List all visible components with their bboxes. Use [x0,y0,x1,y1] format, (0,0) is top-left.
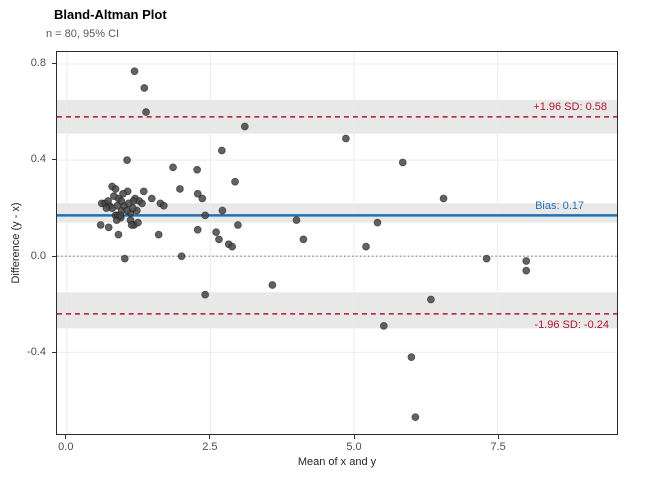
data-point [231,177,239,186]
x-tick-label: 0.0 [58,441,74,453]
data-point [407,353,416,361]
bias-ci-band [57,203,617,223]
x-tick-label: 5.0 [346,441,362,453]
data-point [113,201,122,210]
data-point [169,163,177,172]
data-point [123,156,131,164]
data-point [111,185,120,193]
data-point [268,281,277,289]
data-point [218,206,227,215]
y-tick-mark [52,159,56,161]
data-point [119,189,127,198]
data-point [228,242,237,251]
data-point [140,84,149,92]
bias-label: Bias: 0.17 [535,200,584,213]
data-point [154,230,163,239]
data-point [116,211,125,220]
y-tick-label: 0.4 [30,153,46,166]
y-tick-mark [52,62,56,64]
lower-loa-label: -1.96 SD: -0.24 [534,319,609,332]
data-point [398,158,407,167]
data-point [215,235,223,244]
x-tick-label: 2.5 [202,441,218,453]
plot-panel: +1.96 SD: 0.58 -1.96 SD: -0.24 Bias: 0.17 [56,51,618,435]
y-axis-title: Difference (y - x) [10,202,22,284]
data-point [411,413,420,422]
y-tick-mark [52,255,56,257]
data-point [130,67,139,76]
data-point [109,192,118,201]
data-point [522,266,531,275]
x-tick-mark [353,435,355,439]
x-tick-mark [497,435,499,439]
data-point [193,165,202,174]
data-point [138,199,146,208]
data-point [217,146,226,155]
data-point [201,211,210,220]
data-point [198,194,207,203]
data-point [522,257,531,265]
data-point [379,322,388,330]
y-tick-label: 0.8 [30,56,46,69]
y-tick-mark [52,352,56,354]
upper-loa-label: +1.96 SD: 0.58 [533,101,607,114]
data-point [176,185,184,193]
plot-title: Bland-Altman Plot [54,7,167,22]
x-tick-mark [65,435,67,439]
x-axis-title: Mean of x and y [297,456,377,468]
data-point [482,254,491,263]
data-point [373,218,382,227]
y-tick-label: -0.4 [27,346,46,359]
data-point [159,201,168,210]
data-point [193,189,202,198]
data-point [193,225,202,234]
data-point [439,194,448,203]
data-point [134,218,142,227]
data-point [234,221,242,229]
data-point [128,204,137,213]
data-point [201,290,210,299]
data-point [102,204,111,213]
data-point [292,216,301,225]
data-point [342,134,350,143]
data-point [427,295,435,304]
plot-subtitle: n = 80, 95% CI [46,28,120,40]
x-tick-label: 7.5 [490,441,506,453]
data-point [96,221,105,229]
data-point [362,242,370,251]
data-point [142,108,150,116]
y-tick-label: 0.0 [30,249,46,262]
data-point [114,230,123,239]
data-point [299,235,308,244]
data-point [177,252,186,261]
data-point [120,254,129,263]
data-point [104,223,113,232]
lower-loa-ci-band [57,292,617,329]
data-point [139,187,148,196]
data-point [104,197,113,205]
data-point [240,122,249,131]
chart-canvas [57,52,617,434]
data-point [212,228,220,237]
data-point [147,194,156,203]
x-tick-mark [209,435,211,439]
